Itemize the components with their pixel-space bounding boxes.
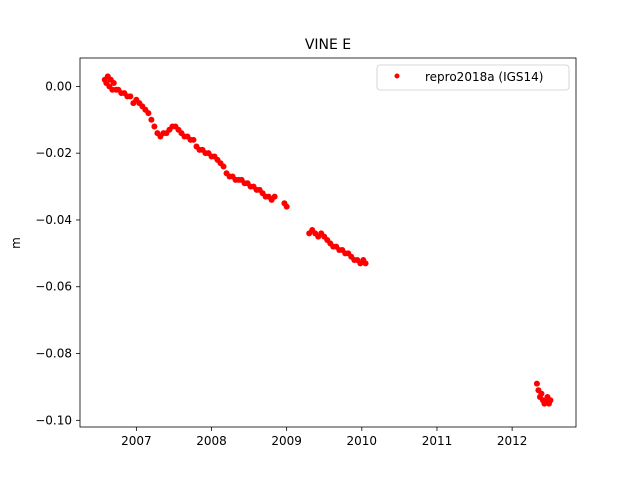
data-point bbox=[148, 116, 155, 123]
data-point bbox=[547, 397, 554, 404]
legend-label: repro2018a (IGS14) bbox=[425, 70, 543, 84]
data-point bbox=[362, 260, 369, 267]
x-tick-label: 2011 bbox=[422, 434, 453, 448]
x-tick-label: 2010 bbox=[347, 434, 378, 448]
data-point bbox=[283, 203, 290, 210]
data-point bbox=[127, 93, 134, 100]
y-tick-label: −0.10 bbox=[35, 413, 72, 427]
data-point bbox=[538, 390, 545, 397]
plot-frame bbox=[79, 57, 577, 428]
y-tick-label: −0.06 bbox=[35, 280, 72, 294]
y-tick-label: −0.02 bbox=[35, 146, 72, 160]
legend-marker bbox=[394, 73, 400, 79]
data-point bbox=[533, 380, 540, 387]
x-tick-label: 2007 bbox=[121, 434, 152, 448]
y-tick-label: 0.00 bbox=[45, 79, 72, 93]
y-axis-label: m bbox=[9, 237, 23, 249]
data-point bbox=[271, 193, 278, 200]
data-point bbox=[190, 136, 197, 143]
y-axis: 0.00 −0.02 −0.04 −0.06 −0.08 −0.10 bbox=[35, 79, 80, 427]
legend: repro2018a (IGS14) bbox=[376, 64, 570, 91]
y-tick-label: −0.08 bbox=[35, 347, 72, 361]
x-tick-label: 2012 bbox=[497, 434, 528, 448]
data-point bbox=[220, 163, 227, 170]
data-point bbox=[151, 123, 158, 130]
data-point bbox=[110, 80, 117, 87]
chart-title: VINE E bbox=[305, 37, 351, 53]
data-points bbox=[101, 73, 554, 407]
x-tick-label: 2008 bbox=[196, 434, 227, 448]
legend-box bbox=[376, 64, 570, 91]
x-axis: 2007 2008 2009 2010 2011 2012 bbox=[121, 427, 527, 448]
data-point bbox=[145, 110, 152, 117]
x-tick-label: 2009 bbox=[271, 434, 302, 448]
y-tick-label: −0.04 bbox=[35, 213, 72, 227]
